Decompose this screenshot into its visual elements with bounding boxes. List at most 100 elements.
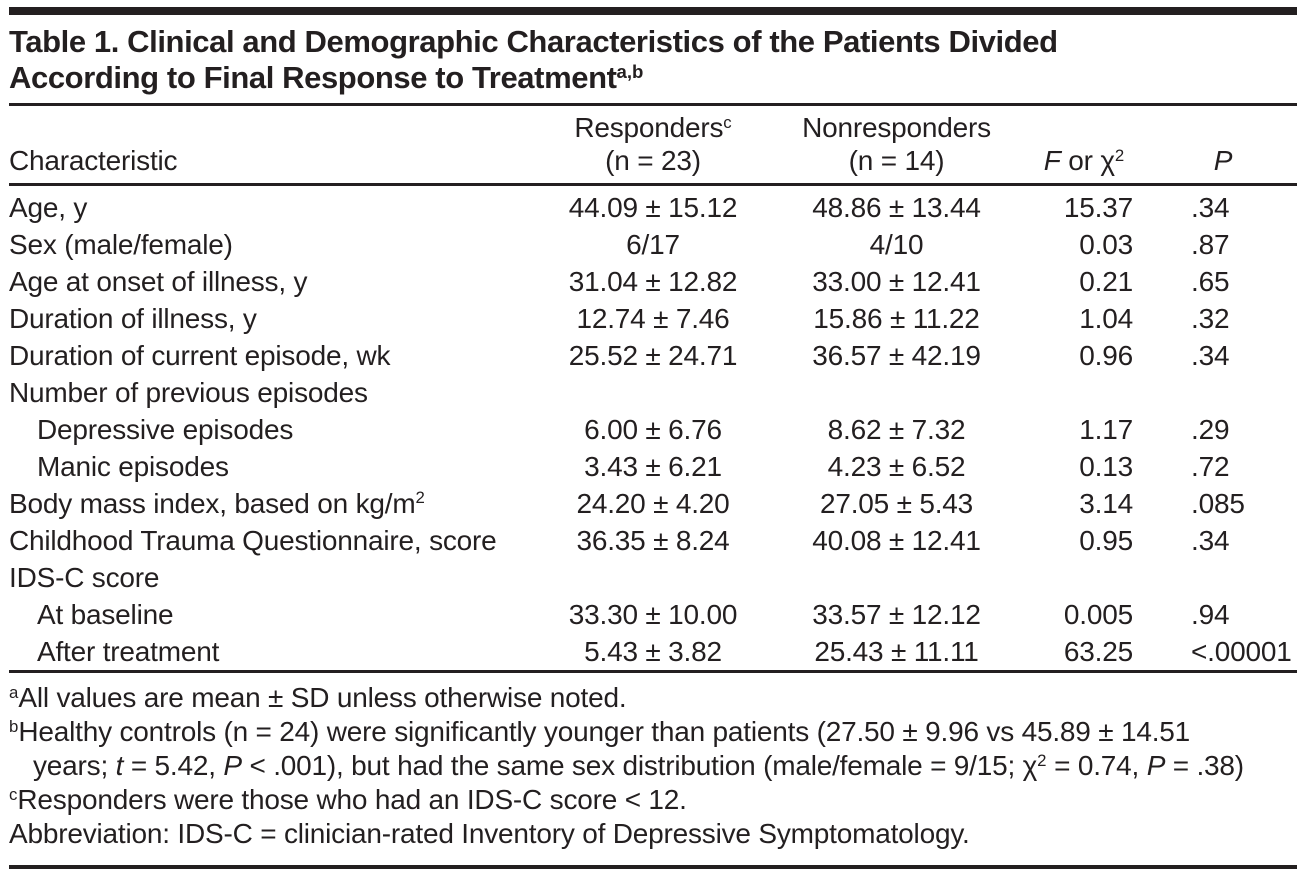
header-characteristic-label: Characteristic xyxy=(9,145,178,176)
cell-responders: 6/17 xyxy=(626,228,680,260)
row-label: Age, y xyxy=(9,191,88,223)
title-divider-rule xyxy=(9,103,1297,106)
cell-p-value: .34 xyxy=(1191,191,1230,223)
cell-characteristic: At baseline xyxy=(9,596,532,633)
cell-f-statistic xyxy=(1019,374,1149,411)
cell-f-statistic: 1.17 xyxy=(1079,413,1133,445)
row-label: Duration of current episode, wk xyxy=(9,339,391,371)
footnote-b: bHealthy controls (n = 24) were signific… xyxy=(9,715,1297,749)
footnote-c: cResponders were those who had an IDS-C … xyxy=(9,783,1297,817)
cell-characteristic: Depressive episodes xyxy=(9,411,532,448)
text-segment: Healthy controls (n = 24) were significa… xyxy=(18,716,1191,747)
table-row: Childhood Trauma Questionnaire, score 36.… xyxy=(9,522,1297,559)
title-footnote-marker: a,b xyxy=(616,60,644,82)
cell-f-statistic: 0.96 xyxy=(1079,339,1133,371)
cell-f-statistic: 0.005 xyxy=(1063,598,1133,630)
cell-nonresponders: 40.08 ± 12.41 xyxy=(812,524,981,556)
cell-characteristic: Body mass index, based on kg/m2 xyxy=(9,485,532,522)
italic-text: P xyxy=(223,750,242,781)
row-label: After treatment xyxy=(37,635,220,667)
table-row: After treatment 5.43 ± 3.82 25.43 ± 11.11 6… xyxy=(9,633,1297,673)
table-title: Table 1. Clinical and Demographic Charac… xyxy=(9,24,1297,96)
cell-f-statistic: 63.25 xyxy=(1019,633,1149,673)
cell-characteristic: Duration of illness, y xyxy=(9,300,532,337)
row-label: At baseline xyxy=(37,598,174,630)
cell-characteristic: Manic episodes xyxy=(9,448,532,485)
row-label: Manic episodes xyxy=(37,450,229,482)
cell-characteristic: Age at onset of illness, y xyxy=(9,263,532,300)
cell-responders: 24.20 ± 4.20 xyxy=(576,487,730,519)
cell-responders: 36.35 ± 8.24 xyxy=(576,524,730,556)
footnote-marker: a xyxy=(9,682,19,702)
table-row: Age, y 44.09 ± 15.12 48.86 ± 13.44 15.37 .34 xyxy=(9,185,1297,227)
row-label: Sex (male/female) xyxy=(9,228,233,260)
header-statistic: F or χ2 xyxy=(1019,106,1149,186)
table-title-line1: Table 1. Clinical and Demographic Charac… xyxy=(9,24,1058,59)
table-body: Age, y 44.09 ± 15.12 48.86 ± 13.44 15.37 .34… xyxy=(9,185,1297,673)
cell-p-value xyxy=(1149,559,1297,596)
table-title-line2: According to Final Response to Treatment… xyxy=(9,60,1297,96)
header-p-label: P xyxy=(1149,144,1297,177)
f-symbol: F xyxy=(1043,145,1061,176)
cell-responders: 6.00 ± 6.76 xyxy=(584,413,722,445)
cell-responders xyxy=(532,374,774,411)
top-rule xyxy=(9,7,1297,15)
header-nonresponders-text: Nonresponders xyxy=(802,112,991,143)
row-label: Number of previous episodes xyxy=(9,376,368,408)
cell-characteristic: Age, y xyxy=(9,185,532,227)
abbreviation-note: Abbreviation: IDS-C = clinician-rated In… xyxy=(9,817,1297,851)
cell-f-statistic: 15.37 xyxy=(1063,191,1133,223)
cell-nonresponders: 4.23 ± 6.52 xyxy=(827,450,966,482)
characteristics-table: Characteristic Respondersc (n = 23) Nonr… xyxy=(9,106,1297,673)
header-nonresponders: Nonresponders (n = 14) xyxy=(774,106,1019,186)
row-label: Age at onset of illness, y xyxy=(9,265,308,297)
table-row: Age at onset of illness, y 31.04 ± 12.82 3… xyxy=(9,263,1297,300)
cell-nonresponders: 33.00 ± 12.41 xyxy=(812,265,981,297)
cell-responders: 33.30 ± 10.00 xyxy=(568,598,738,630)
cell-characteristic: Duration of current episode, wk xyxy=(9,337,532,374)
cell-f-statistic: 0.13 xyxy=(1079,450,1133,482)
table-row: Body mass index, based on kg/m2 24.20 ± 4… xyxy=(9,485,1297,522)
cell-responders: 44.09 ± 15.12 xyxy=(568,191,738,223)
header-nonresponders-n: (n = 14) xyxy=(848,145,945,176)
cell-p-value: .29 xyxy=(1191,413,1230,445)
header-characteristic: Characteristic xyxy=(9,106,532,186)
text-segment: = 0.74, xyxy=(1046,750,1147,781)
table-row: Depressive episodes 6.00 ± 6.76 8.62 ± 7.3… xyxy=(9,411,1297,448)
cell-responders: 25.52 ± 24.71 xyxy=(568,339,738,371)
text-segment: = .38) xyxy=(1165,750,1244,781)
cell-p-value: .085 xyxy=(1191,487,1245,519)
header-row: Characteristic Respondersc (n = 23) Nonr… xyxy=(9,106,1297,186)
cell-f-statistic: 0.95 xyxy=(1079,524,1133,556)
header-responders-text: Responders xyxy=(574,112,724,143)
cell-p-value: .94 xyxy=(1191,598,1230,630)
cell-nonresponders: 4/10 xyxy=(869,228,924,260)
cell-characteristic: Childhood Trauma Questionnaire, score xyxy=(9,522,532,559)
table-row: Duration of illness, y 12.74 ± 7.46 15.86 … xyxy=(9,300,1297,337)
text-segment: Abbreviation: IDS-C = clinician-rated In… xyxy=(9,818,970,849)
footnote-b: years; t = 5.42, P < .001), but had the … xyxy=(9,749,1297,783)
table-row: Number of previous episodes xyxy=(9,374,1297,411)
table-row: Sex (male/female) 6/17 4/10 0.03 .87 xyxy=(9,226,1297,263)
table-row: Manic episodes 3.43 ± 6.21 4.23 ± 6.52 0.13… xyxy=(9,448,1297,485)
superscript-text: 2 xyxy=(415,488,425,508)
footnote-marker: b xyxy=(9,716,19,736)
row-label: Duration of illness, y xyxy=(9,302,257,334)
text-segment: Responders were those who had an IDS-C s… xyxy=(17,784,687,815)
cell-responders xyxy=(532,559,774,596)
row-label: Childhood Trauma Questionnaire, score xyxy=(9,524,497,556)
header-responders: Respondersc (n = 23) xyxy=(532,106,774,186)
cell-responders: 5.43 ± 3.82 xyxy=(532,633,774,673)
table-title-line2-text: According to Final Response to Treatment xyxy=(9,60,617,95)
cell-p-value: .65 xyxy=(1191,265,1230,297)
header-responders-n: (n = 23) xyxy=(605,145,701,176)
cell-p-value: .72 xyxy=(1191,450,1230,482)
header-responders-line1: Respondersc xyxy=(532,112,774,144)
cell-nonresponders: 48.86 ± 13.44 xyxy=(812,191,981,223)
cell-nonresponders: 25.43 ± 11.11 xyxy=(774,633,1019,673)
footnote-a: aAll values are mean ± SD unless otherwi… xyxy=(9,681,1297,715)
cell-responders: 31.04 ± 12.82 xyxy=(568,265,738,297)
cell-characteristic: IDS-C score xyxy=(9,559,532,596)
cell-p-value: <.00001 xyxy=(1149,633,1297,673)
